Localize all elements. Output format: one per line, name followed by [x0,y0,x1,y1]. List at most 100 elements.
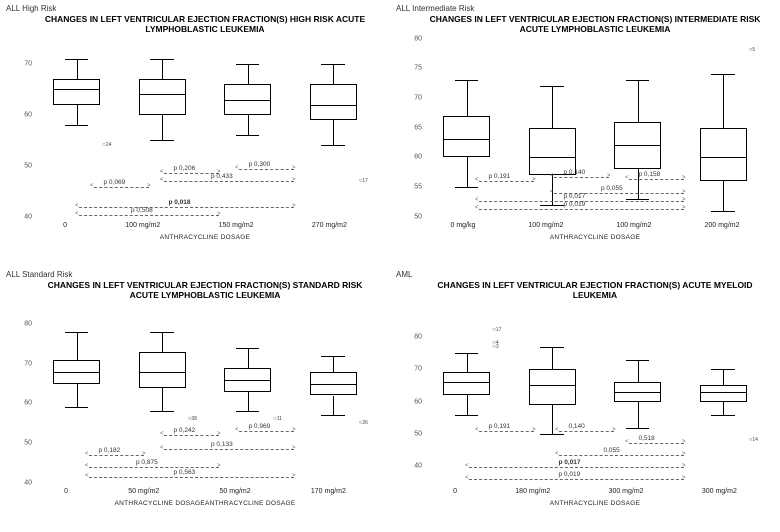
x-axis-title: ANTHRACYCLINE DOSAGEANTHRACYCLINE DOSAGE [34,500,376,507]
y-tick: 50 [402,430,422,437]
panel-label: AML [396,270,774,279]
x-tick-label: 0 mg/kg [451,222,476,229]
plot-tr: 50556065707580○5<>p 0,191<>p 0,140<>p 0,… [424,39,766,239]
p-value-label: p 0,019 [564,201,586,208]
y-tick: 80 [402,35,422,42]
y-tick: 40 [12,479,32,486]
boxplot-box [53,79,100,104]
boxplot-box [139,352,186,388]
y-tick: 75 [402,65,422,72]
panel-tr: ALL Intermediate Risk CHANGES IN LEFT VE… [390,0,780,266]
chart-grid: ALL High Risk CHANGES IN LEFT VENTRICULA… [0,0,780,532]
plot-br: 4050607080○17○4○3○14<>p 0,191<>0,140<>0,… [424,305,766,505]
p-value-label: p 0,158 [639,171,661,178]
y-tick: 80 [12,321,32,328]
p-value-label: p 0,133 [211,441,233,448]
y-tick: 70 [402,94,422,101]
p-value-label: 0,140 [569,423,585,430]
x-tick-label: 170 mg/m2 [311,488,346,495]
p-value-label: p 0,191 [489,423,511,430]
y-tick: 60 [12,111,32,118]
p-value-label: p 0,969 [249,423,271,430]
y-tick: 55 [402,183,422,190]
outlier-point: ○17 [492,327,501,333]
panel-label: ALL High Risk [6,4,384,13]
boxplot-box [700,128,747,181]
y-tick: 70 [402,366,422,373]
boxplot-box [443,116,490,158]
x-axis-title: ANTHRACYCLINE DOSAGE [424,500,766,507]
x-tick-label: 180 mg/m2 [515,488,550,495]
p-value-label: p 0,182 [99,447,121,454]
p-value-label: p 0,875 [136,459,158,466]
x-tick-label: 150 mg/m2 [219,222,254,229]
p-value-label: p 0,563 [174,469,196,476]
x-tick-label: 50 mg/m2 [128,488,159,495]
boxplot-box [310,84,357,120]
panel-tl: ALL High Risk CHANGES IN LEFT VENTRICULA… [0,0,390,266]
x-tick-label: 0 [453,488,457,495]
outlier-point: ○26 [359,420,368,426]
y-tick: 80 [402,333,422,340]
p-value-label: p 0,300 [249,161,271,168]
p-value-label: p 0,191 [489,173,511,180]
x-tick-label: 270 mg/m2 [312,222,347,229]
y-tick: 65 [402,124,422,131]
outlier-point: ○24 [102,142,111,148]
x-tick-label: 200 mg/m2 [704,222,739,229]
panel-bl: ALL Standard Risk CHANGES IN LEFT VENTRI… [0,266,390,532]
x-axis-title: ANTHRACYCLINE DOSAGE [34,234,376,241]
y-tick: 60 [402,154,422,161]
p-value-label: p 0,508 [131,207,153,214]
y-tick: 50 [12,439,32,446]
x-tick-label: 100 mg/m2 [616,222,651,229]
p-value-label: p 0,017 [564,193,586,200]
x-tick-label: 300 mg/m2 [702,488,737,495]
outlier-point: ○38 [188,416,197,422]
plot-tl: 40506070○24○17<>p 0,069<>p 0,206<>p 0,30… [34,39,376,239]
y-tick: 40 [12,213,32,220]
y-tick: 60 [12,400,32,407]
y-tick: 40 [402,463,422,470]
x-tick-label: 300 mg/m2 [609,488,644,495]
chart-title: CHANGES IN LEFT VENTRICULAR EJECTION FRA… [38,281,372,301]
outlier-point: ○3 [492,344,498,350]
p-value-label: p 0,055 [601,185,623,192]
boxplot-box [139,79,186,115]
p-value-label: p 0,140 [564,169,586,176]
y-tick: 70 [12,360,32,367]
p-value-label: 0,518 [639,435,655,442]
outlier-point: ○5 [749,47,755,53]
p-value-label: p 0,019 [559,471,581,478]
x-tick-label: 0 [64,488,68,495]
p-value-label: p 0,017 [559,459,581,466]
boxplot-box [700,385,747,401]
panel-label: ALL Standard Risk [6,270,384,279]
boxplot-box [529,369,576,405]
y-tick: 70 [12,60,32,67]
x-tick-label: 100 mg/m2 [528,222,563,229]
p-value-label: p 0,018 [169,199,191,206]
chart-title: CHANGES IN LEFT VENTRICULAR EJECTION FRA… [428,15,762,35]
p-value-label: 0,055 [604,447,620,454]
chart-title: CHANGES IN LEFT VENTRICULAR EJECTION FRA… [428,281,762,301]
outlier-point: ○11 [273,416,282,422]
x-tick-label: 100 mg/m2 [125,222,160,229]
boxplot-box [443,372,490,395]
plot-bl: 4050607080○38○11○26<>p 0,242<>p 0,969<>p… [34,305,376,505]
y-tick: 50 [402,213,422,220]
p-value-label: p 0,433 [211,173,233,180]
y-tick: 50 [12,162,32,169]
x-tick-label: 0 [63,222,67,229]
chart-title: CHANGES IN LEFT VENTRICULAR EJECTION FRA… [38,15,372,35]
p-value-label: p 0,242 [174,427,196,434]
p-value-label: p 0,206 [174,165,196,172]
outlier-point: ○14 [749,437,758,443]
panel-label: ALL Intermediate Risk [396,4,774,13]
y-tick: 60 [402,398,422,405]
p-value-label: p 0,069 [104,179,126,186]
outlier-point: ○17 [359,178,368,184]
panel-br: AML CHANGES IN LEFT VENTRICULAR EJECTION… [390,266,780,532]
x-tick-label: 50 mg/m2 [220,488,251,495]
x-axis-title: ANTHRACYCLINE DOSAGE [424,234,766,241]
